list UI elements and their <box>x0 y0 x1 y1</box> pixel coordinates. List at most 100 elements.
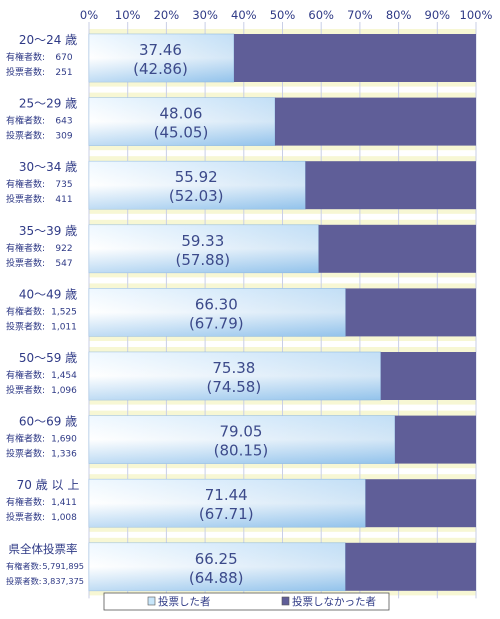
data-label-rate: 66.30 <box>195 295 238 313</box>
data-label-rate: 59.33 <box>181 232 224 250</box>
bar-not-voted <box>305 161 476 210</box>
data-label-rate: 55.92 <box>175 168 218 186</box>
category-label: 県全体投票率 <box>9 542 78 556</box>
bar-voted-shade <box>89 415 395 464</box>
voters-value: 1,096 <box>51 386 77 396</box>
voters-label: 投票者数: <box>6 320 45 332</box>
data-label-previous: (64.88) <box>189 569 244 587</box>
voters-value: 411 <box>55 195 72 205</box>
registered-label: 有権者数: <box>6 115 45 127</box>
voters-label: 投票者数: <box>6 193 45 205</box>
x-tick-label: 40% <box>231 8 257 22</box>
bar-voted-shade <box>89 161 306 210</box>
x-tick-labels: 0% 10% 20% 30% 40% 50% 60% 70% 80% 90% 100% <box>80 8 493 22</box>
registered-label: 有権者数: <box>6 369 45 381</box>
voters-label: 投票者数: <box>6 511 45 523</box>
voters-label: 投票者数: <box>6 576 42 586</box>
x-tick-label: 100% <box>460 8 493 22</box>
legend-frame <box>103 592 390 611</box>
registered-value: 735 <box>55 180 72 190</box>
bar-voted-shade <box>89 34 234 82</box>
bar-voted-shade <box>89 288 346 337</box>
data-label-previous: (67.79) <box>189 314 244 332</box>
registered-value: 1,525 <box>51 307 77 317</box>
data-label-previous: (57.88) <box>175 251 230 269</box>
bar-not-voted <box>274 97 476 146</box>
registered-value: 1,690 <box>51 435 77 445</box>
voters-label: 投票者数: <box>6 257 45 269</box>
bar-not-voted <box>380 352 476 400</box>
registered-label: 有権者数: <box>6 178 45 190</box>
voters-value: 1,008 <box>51 513 77 523</box>
bar-not-voted <box>345 542 476 591</box>
bar-voted-shade <box>89 224 319 273</box>
registered-label: 有権者数: <box>6 433 45 445</box>
data-label-rate: 71.44 <box>205 486 248 504</box>
voters-value: 251 <box>55 68 72 78</box>
category-label: 30～34 歳 <box>19 160 77 174</box>
data-label-rate: 37.46 <box>139 41 182 59</box>
category-label: 20～24 歳 <box>19 33 77 47</box>
legend: 投票した者 投票しなかった者 <box>103 592 390 611</box>
voters-label: 投票者数: <box>6 130 45 142</box>
category-label: 50～59 歳 <box>19 351 77 365</box>
legend-swatch-voted <box>147 596 156 606</box>
data-label-previous: (67.71) <box>199 505 254 523</box>
data-label-rate: 66.25 <box>195 550 238 568</box>
bar-not-voted <box>365 479 476 528</box>
registered-value: 670 <box>55 53 72 63</box>
bar-not-voted <box>233 34 476 82</box>
bar-not-voted <box>318 224 476 273</box>
x-tick-label: 50% <box>270 8 296 22</box>
bar-voted-shade <box>89 352 381 400</box>
bar-voted-shade <box>89 542 346 591</box>
category-label: 70 歳 以 上 <box>17 478 80 492</box>
x-tick-label: 60% <box>308 8 334 22</box>
bar-voted-shade <box>89 479 366 528</box>
data-label-previous: (42.86) <box>133 60 188 78</box>
voters-value: 1,336 <box>51 450 77 460</box>
bar-not-voted <box>345 288 476 337</box>
x-tick-label: 70% <box>347 8 373 22</box>
registered-label: 有権者数: <box>6 305 45 317</box>
category-label: 60～69 歳 <box>19 415 77 429</box>
category-label: 40～49 歳 <box>19 287 77 301</box>
x-tick-label: 10% <box>115 8 141 22</box>
data-label-rate: 75.38 <box>212 359 255 377</box>
registered-value: 922 <box>55 244 72 254</box>
registered-value: 5,791,895 <box>42 561 84 571</box>
voters-value: 3,837,375 <box>42 576 84 586</box>
voters-label: 投票者数: <box>6 384 45 396</box>
voters-value: 547 <box>55 259 72 269</box>
data-label-rate: 79.05 <box>219 423 262 441</box>
registered-value: 1,411 <box>51 498 77 508</box>
voters-value: 1,011 <box>51 322 77 332</box>
data-label-previous: (45.05) <box>154 124 209 142</box>
x-tick-label: 20% <box>154 8 180 22</box>
registered-value: 643 <box>55 117 72 127</box>
registered-label: 有権者数: <box>6 51 45 63</box>
x-tick-label: 80% <box>386 8 412 22</box>
legend-swatch-not-voted <box>281 596 290 606</box>
registered-label: 有権者数: <box>6 561 42 571</box>
data-label-rate: 48.06 <box>160 105 203 123</box>
bar-not-voted <box>394 415 476 464</box>
data-label-previous: (80.15) <box>214 442 269 460</box>
x-tick-label: 0% <box>80 8 98 22</box>
voters-value: 309 <box>55 132 72 142</box>
x-tick-label: 90% <box>425 8 451 22</box>
voters-label: 投票者数: <box>6 66 45 78</box>
legend-label-voted: 投票した者 <box>158 595 211 608</box>
bars: 37.46(42.86) 48.06(45.05) 55.92(52.03) 59.3… <box>88 33 476 592</box>
category-label: 25～29 歳 <box>19 97 77 111</box>
voters-label: 投票者数: <box>6 448 45 460</box>
bar-voted-shade <box>89 97 275 146</box>
data-label-previous: (52.03) <box>169 187 224 205</box>
legend-label-not-voted: 投票しなかった者 <box>292 595 376 608</box>
registered-value: 1,454 <box>51 371 77 381</box>
registered-label: 有権者数: <box>6 242 45 254</box>
category-label: 35～39 歳 <box>19 224 77 238</box>
data-label-previous: (74.58) <box>207 378 262 396</box>
